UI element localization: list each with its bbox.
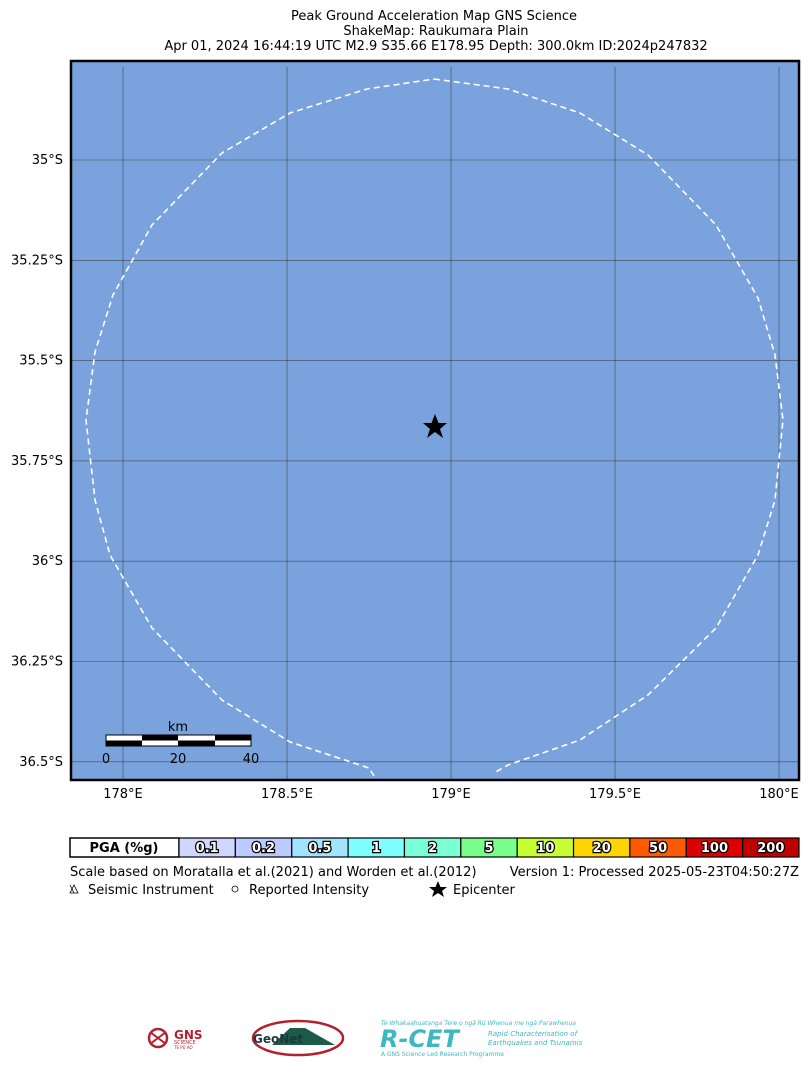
- gns-sub: SCIENCE: [174, 1040, 196, 1046]
- lon-label: 178.5°E: [261, 787, 313, 802]
- scale-label: 0: [102, 752, 110, 767]
- legend-label: 200: [757, 841, 784, 856]
- legend-label: 10: [536, 841, 554, 856]
- lon-label: 179.5°E: [589, 787, 641, 802]
- gns-logo: GNS SCIENCE TE PŪ AO: [147, 1027, 203, 1050]
- title: Peak Ground Acceleration Map GNS Science: [291, 9, 577, 24]
- geonet-logo: GeoNet: [251, 1019, 345, 1057]
- lon-label: 178°E: [103, 787, 143, 802]
- legend-label: 2: [428, 841, 437, 856]
- rcet-line: Earthquakes and Tsunamis: [488, 1039, 583, 1047]
- instrument-icon: [69, 884, 79, 894]
- legend-label: 0.1: [196, 841, 219, 856]
- scale-note: Scale based on Moratalla et al.(2021) an…: [70, 865, 477, 880]
- lat-label: 35°S: [32, 153, 63, 168]
- scale-label: 20: [170, 752, 187, 767]
- map: km 0 20 40: [69, 59, 801, 782]
- legend-label: 100: [701, 841, 728, 856]
- lat-label: 35.25°S: [11, 253, 63, 268]
- scale-label: 40: [243, 752, 260, 767]
- graticule: [71, 67, 799, 780]
- gns-text: GNS: [174, 1028, 203, 1042]
- rcet-logo: Te Whakaahuatanga Tere o ngā Rū Whenua m…: [380, 1020, 583, 1058]
- rcet-tag: A GNS Science Led Research Programme: [381, 1051, 504, 1058]
- legend-label: 0.5: [308, 841, 331, 856]
- intensity-icon: [231, 885, 239, 893]
- scale-unit: km: [168, 720, 188, 735]
- legend-label: 20: [593, 841, 611, 856]
- legend-label: 50: [649, 841, 667, 856]
- symbol-label: Seismic Instrument: [88, 883, 214, 898]
- lat-label: 36.5°S: [19, 755, 63, 770]
- gns-maori: TE PŪ AO: [173, 1045, 193, 1050]
- lon-label: 179°E: [431, 787, 471, 802]
- legend-label: 1: [372, 841, 381, 856]
- lat-label: 36.25°S: [11, 655, 63, 670]
- event-info: Apr 01, 2024 16:44:19 UTC M2.9 S35.66 E1…: [164, 39, 707, 54]
- distance-contour: [85, 78, 784, 777]
- legend-label: 5: [484, 841, 493, 856]
- version: Version 1: Processed 2025-05-23T04:50:27…: [510, 865, 799, 880]
- legend-title: PGA (%g): [90, 841, 159, 856]
- scale-bar: km 0 20 40: [102, 720, 259, 767]
- rcet-text: R-CET: [380, 1025, 460, 1053]
- lon-label: 180°E: [759, 787, 799, 802]
- legend-label: 0.2: [252, 841, 275, 856]
- rcet-line: Rapid Characterisation of: [488, 1030, 579, 1038]
- axis-labels: 35°S 35.25°S 35.5°S 35.75°S 36°S 36.25°S 36.5°…: [11, 153, 799, 802]
- symbol-label: Reported Intensity: [249, 883, 369, 898]
- lat-label: 35.5°S: [19, 354, 63, 369]
- map-frame: [69, 59, 801, 782]
- rcet-maori: Te Whakaahuatanga Tere o ngā Rū Whenua m…: [381, 1020, 576, 1027]
- lat-label: 36°S: [32, 554, 63, 569]
- legend-cell: [742, 837, 800, 858]
- lat-label: 35.75°S: [11, 454, 63, 469]
- pga-legend: PGA (%g) 0.1 0.2 0.5 1 2 5 10 20 50 100 200: [69, 837, 800, 858]
- symbol-label: Epicenter: [453, 883, 516, 898]
- geonet-text: GeoNet: [253, 1032, 303, 1046]
- epicenter-icon: [429, 881, 447, 897]
- subtitle: ShakeMap: Raukumara Plain: [343, 24, 528, 39]
- epicenter: [423, 414, 447, 438]
